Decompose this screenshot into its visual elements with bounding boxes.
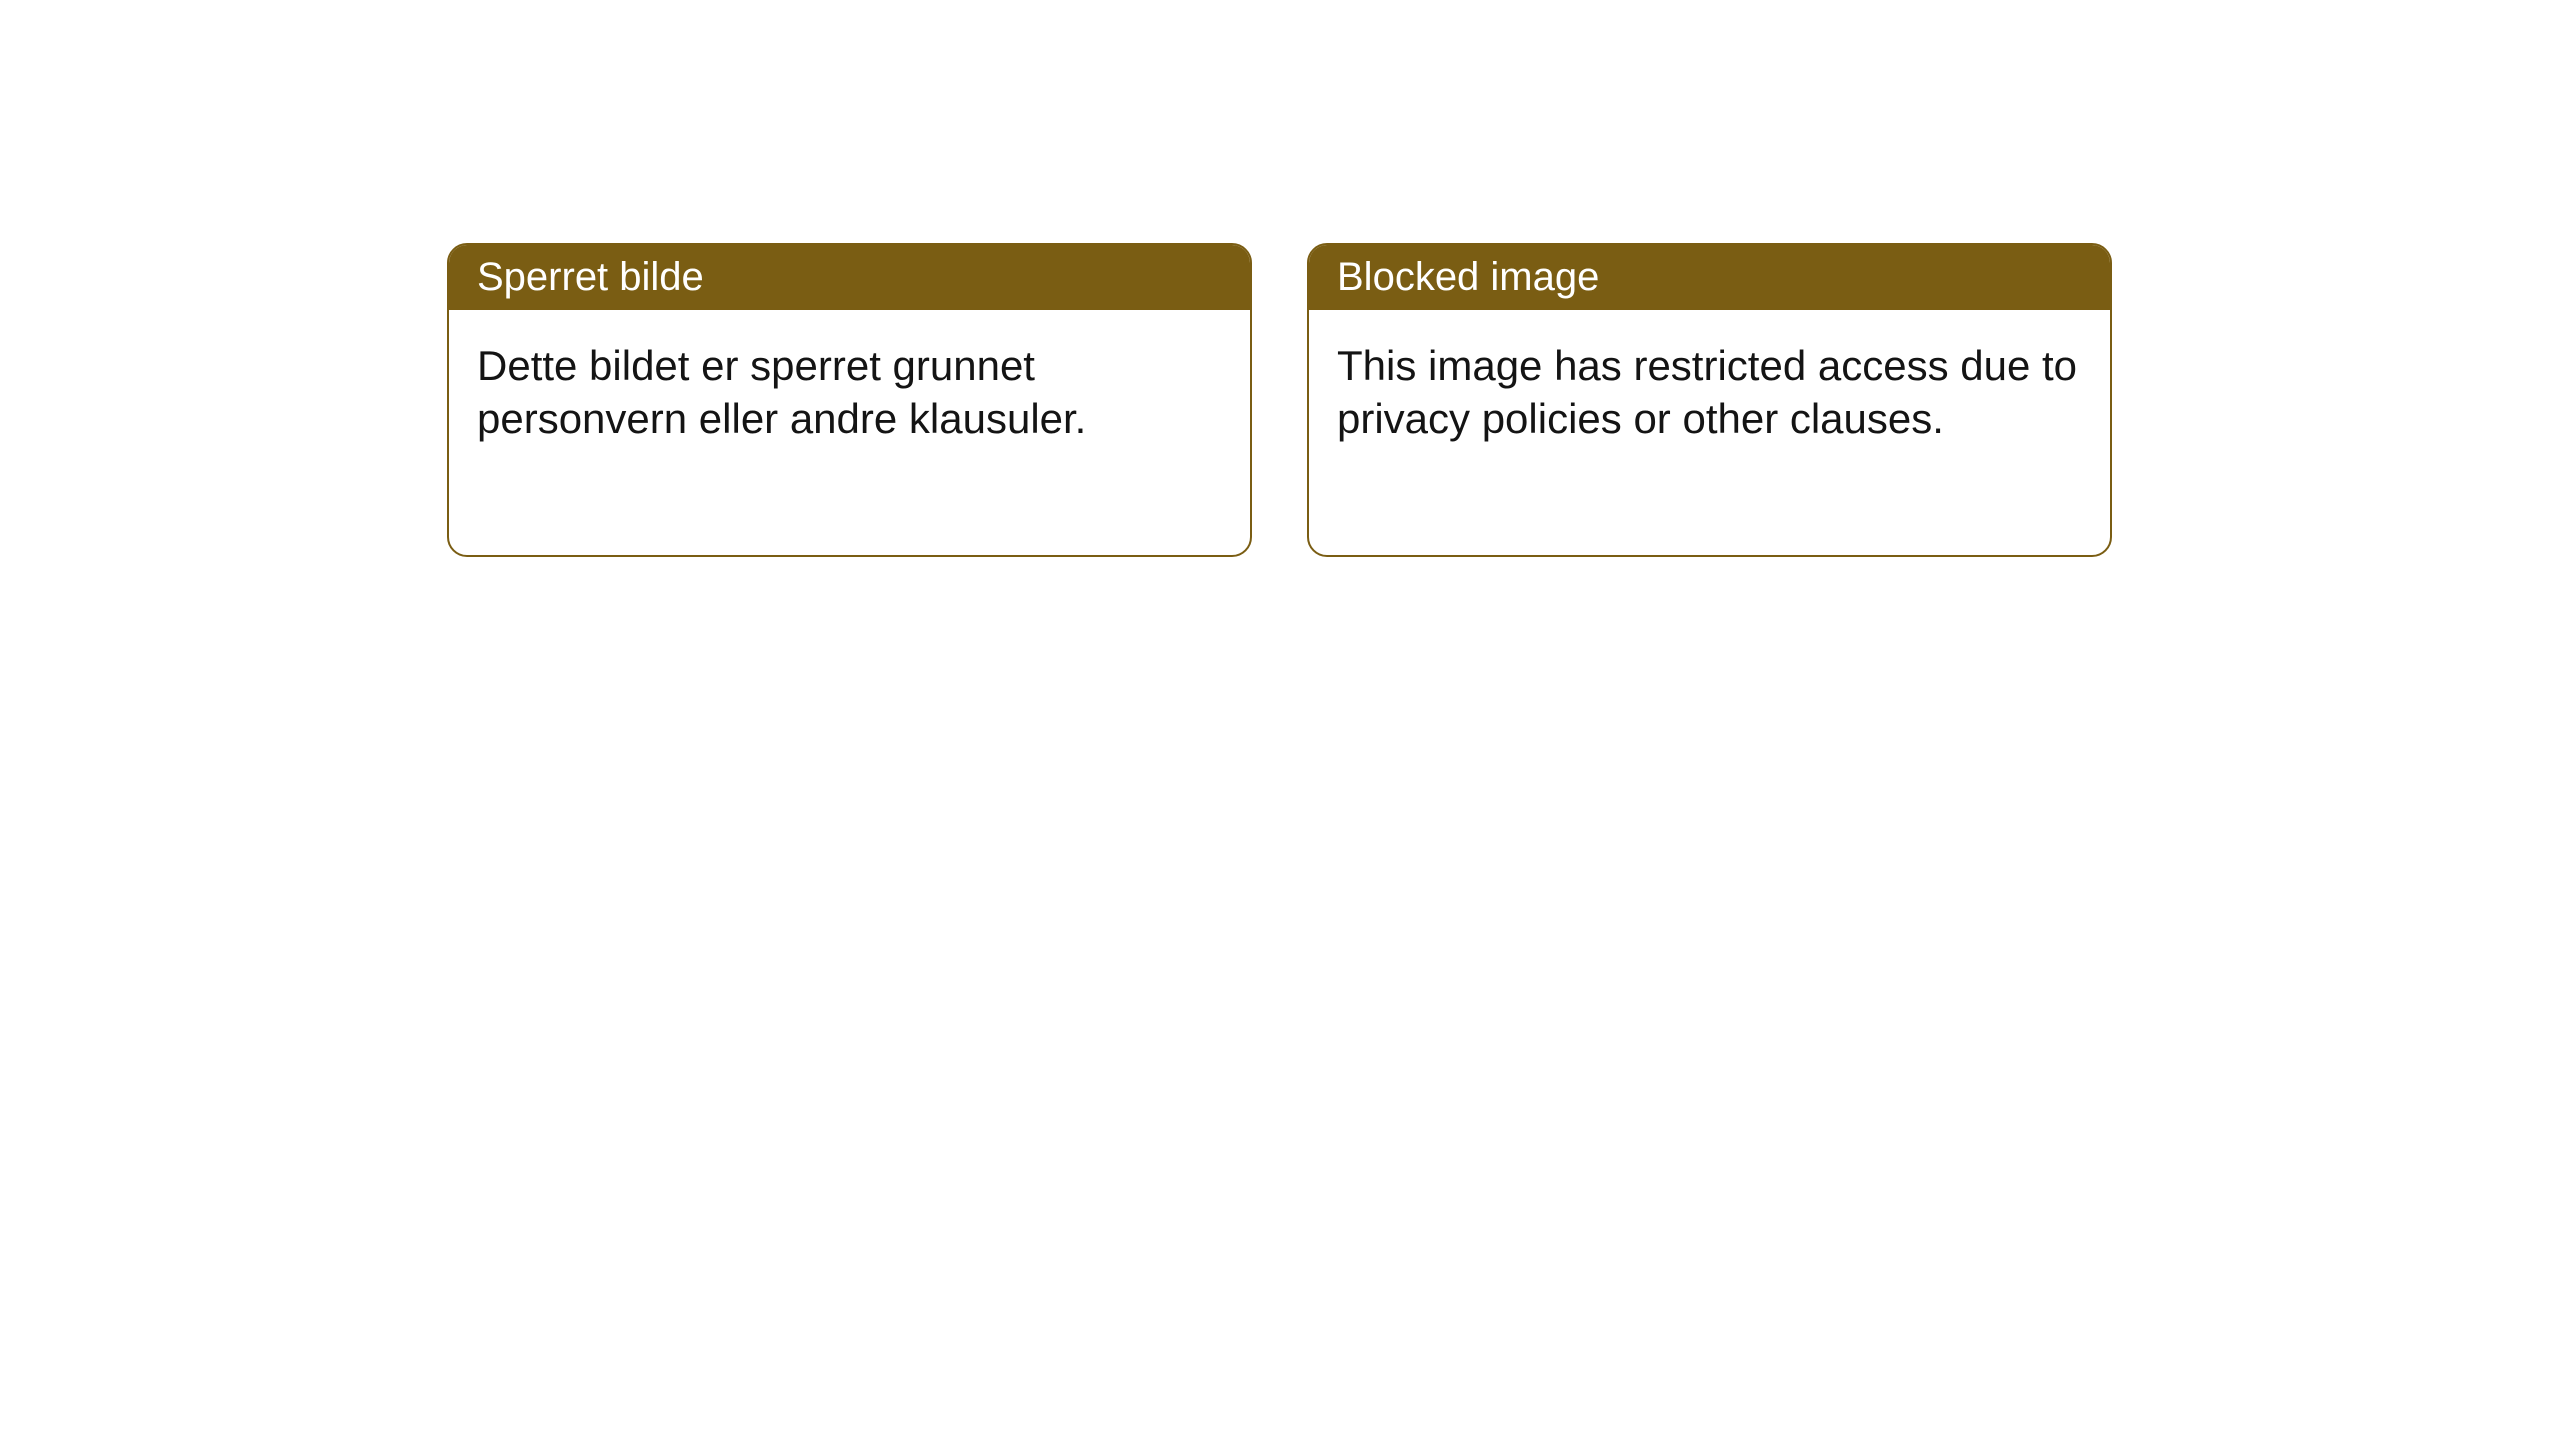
- notice-message: This image has restricted access due to …: [1337, 342, 2077, 442]
- notice-header: Blocked image: [1309, 245, 2110, 310]
- notice-message: Dette bildet er sperret grunnet personve…: [477, 342, 1086, 442]
- notice-header: Sperret bilde: [449, 245, 1250, 310]
- notice-title: Blocked image: [1337, 255, 1599, 299]
- notice-body: This image has restricted access due to …: [1309, 310, 2110, 555]
- notice-body: Dette bildet er sperret grunnet personve…: [449, 310, 1250, 555]
- notice-card-norwegian: Sperret bilde Dette bildet er sperret gr…: [447, 243, 1252, 557]
- notice-container: Sperret bilde Dette bildet er sperret gr…: [447, 243, 2112, 557]
- notice-card-english: Blocked image This image has restricted …: [1307, 243, 2112, 557]
- notice-title: Sperret bilde: [477, 255, 704, 299]
